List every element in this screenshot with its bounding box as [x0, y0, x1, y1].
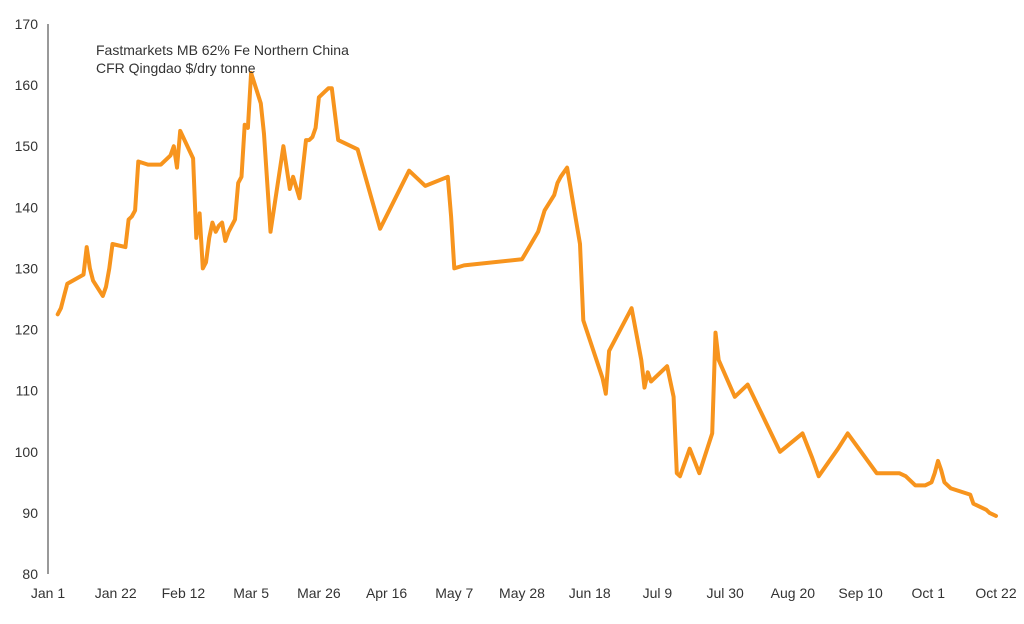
x-tick-label: Jul 9: [643, 585, 673, 601]
y-tick-label: 170: [15, 16, 39, 32]
y-tick-label: 110: [16, 383, 39, 399]
legend-line-2: CFR Qingdao $/dry tonne: [96, 60, 256, 76]
x-tick-label: Oct 22: [975, 585, 1016, 601]
series-line-iron-ore-price: [55, 70, 998, 518]
x-tick-label: Sep 10: [838, 585, 883, 601]
x-tick-label: May 28: [499, 585, 545, 601]
y-tick-label: 100: [15, 444, 39, 460]
x-axis-tick-labels: Jan 1 Jan 22 Feb 12 Mar 5 Mar 26 Apr 16 May 7 M…: [31, 585, 1017, 601]
x-tick-label: Oct 1: [912, 585, 946, 601]
y-tick-label: 90: [22, 505, 38, 521]
y-tick-label: 140: [15, 199, 39, 215]
x-tick-label: Jul 30: [706, 585, 744, 601]
x-tick-label: Aug 20: [771, 585, 816, 601]
x-tick-label: Jan 1: [31, 585, 65, 601]
x-tick-label: Feb 12: [162, 585, 206, 601]
y-axis-tick-labels: 80 90 100 110 120 130 140 150 160 170: [15, 16, 39, 582]
y-tick-label: 80: [22, 566, 38, 582]
y-tick-label: 150: [15, 138, 39, 154]
y-tick-label: 160: [15, 77, 39, 93]
y-tick-label: 120: [15, 322, 39, 338]
x-tick-label: Jun 18: [569, 585, 611, 601]
legend: Fastmarkets MB 62% Fe Northern China CFR…: [96, 42, 349, 76]
x-tick-label: Jan 22: [95, 585, 137, 601]
x-tick-label: Mar 26: [297, 585, 341, 601]
y-tick-label: 130: [15, 260, 39, 276]
legend-line-1: Fastmarkets MB 62% Fe Northern China: [96, 42, 349, 58]
x-tick-label: Apr 16: [366, 585, 407, 601]
series-lines: [55, 70, 998, 518]
x-tick-label: May 7: [435, 585, 473, 601]
x-tick-label: Mar 5: [233, 585, 269, 601]
